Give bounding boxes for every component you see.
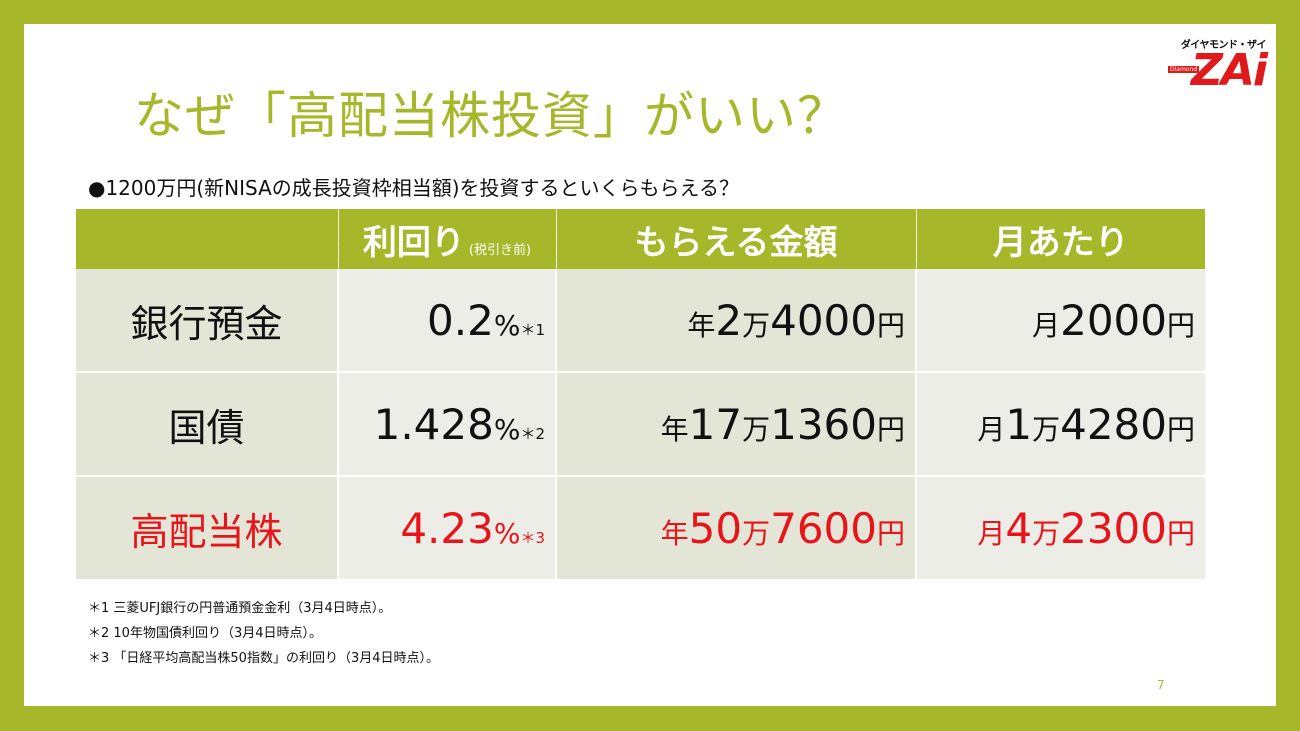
rate-value: 4.23 <box>400 503 494 553</box>
year-man: 万 <box>742 412 771 446</box>
header-monthly: 月あたり <box>915 209 1205 269</box>
footnote: ＊3 「日経平均高配当株50指数」の利回り（3月4日時点）。 <box>88 651 439 666</box>
rate-cell: 0.2%＊1 <box>337 269 556 373</box>
rate-value: 1.428 <box>373 399 494 449</box>
header-rate: 利回り (税引き前) <box>337 209 556 269</box>
header-rate-label: 利回り <box>362 222 465 263</box>
row-label: 国債 <box>76 372 338 477</box>
year-unit: 円 <box>876 308 905 342</box>
rate-unit: % <box>493 412 521 446</box>
logo-word: ZAi <box>1190 45 1268 96</box>
slide: なぜ「高配当株投資」がいい？ ダイヤモンド・ザイ ZAi Diamond ●12… <box>24 24 1276 706</box>
footnote: ＊1 三菱UFJ銀行の円普通預金金利（3月4日時点）。 <box>88 601 392 616</box>
monthly-cell: 月2000円 <box>915 269 1205 373</box>
year-rest: 7600 <box>770 503 877 553</box>
month-value: 1 <box>1005 399 1033 449</box>
month-value: 4 <box>1005 503 1033 553</box>
year-rest: 4000 <box>770 295 877 345</box>
rate-unit: % <box>493 308 521 342</box>
month-unit: 円 <box>1166 516 1195 550</box>
question-text: ●1200万円(新NISAの成長投資枠相当額)を投資するといくらもらえる？ <box>88 176 739 200</box>
slide-title: なぜ「高配当株投資」がいい？ <box>134 87 848 145</box>
yearly-cell: 年2万4000円 <box>555 269 916 373</box>
year-rest: 1360 <box>770 399 877 449</box>
month-prefix: 月 <box>1032 308 1061 342</box>
year-prefix: 年 <box>687 308 716 342</box>
rate-note: ＊3 <box>520 528 545 547</box>
table-row: 国債 1.428%＊2 年17万1360円 月1万4280円 <box>76 372 1205 477</box>
header-rate-note: (税引き前) <box>468 242 532 258</box>
year-man: 万 <box>742 516 771 550</box>
rate-cell: 4.23%＊3 <box>337 476 556 581</box>
monthly-cell: 月1万4280円 <box>915 372 1205 477</box>
rate-note: ＊2 <box>520 424 545 443</box>
rate-cell: 1.428%＊2 <box>337 372 556 477</box>
year-prefix: 年 <box>660 412 689 446</box>
header-row: 利回り (税引き前) もらえる金額 月あたり <box>76 209 1205 269</box>
year-value: 50 <box>688 503 743 553</box>
month-unit: 円 <box>1166 412 1195 446</box>
year-unit: 円 <box>876 412 905 446</box>
rate-value: 0.2 <box>427 295 494 345</box>
rate-unit: % <box>493 516 521 550</box>
row-label: 高配当株 <box>76 476 338 581</box>
logo-kana: ダイヤモンド・ザイ <box>1180 40 1267 51</box>
page-number: 7 <box>1157 678 1165 692</box>
header-empty <box>76 209 338 269</box>
year-unit: 円 <box>876 516 905 550</box>
month-rest: 4280 <box>1060 399 1167 449</box>
yearly-cell: 年50万7600円 <box>555 476 916 581</box>
year-prefix: 年 <box>660 516 689 550</box>
month-unit: 円 <box>1166 308 1195 342</box>
month-man: 万 <box>1032 516 1061 550</box>
row-label: 銀行預金 <box>76 269 338 373</box>
month-prefix: 月 <box>977 516 1006 550</box>
zai-logo: ダイヤモンド・ザイ ZAi Diamond <box>1166 36 1268 96</box>
month-prefix: 月 <box>977 412 1006 446</box>
logo-sub: Diamond <box>1168 66 1200 73</box>
rate-note: ＊1 <box>520 320 545 339</box>
table-row: 銀行預金 0.2%＊1 年2万4000円 月2000円 <box>76 269 1205 373</box>
monthly-cell: 月4万2300円 <box>915 476 1205 581</box>
comparison-table: 利回り (税引き前) もらえる金額 月あたり 銀行預金 0.2%＊1 年2万400… <box>76 209 1205 581</box>
year-value: 2 <box>715 295 743 345</box>
table-row: 高配当株 4.23%＊3 年50万7600円 月4万2300円 <box>76 476 1205 581</box>
yearly-cell: 年17万1360円 <box>555 372 916 477</box>
year-value: 17 <box>688 399 743 449</box>
month-rest: 2300 <box>1060 503 1167 553</box>
year-man: 万 <box>742 308 771 342</box>
month-value: 2000 <box>1060 295 1167 345</box>
footnotes: ＊1 三菱UFJ銀行の円普通預金金利（3月4日時点）。 ＊2 10年物国債利回り… <box>88 596 439 671</box>
footnote: ＊2 10年物国債利回り（3月4日時点）。 <box>88 626 322 641</box>
month-man: 万 <box>1032 412 1061 446</box>
header-yearly: もらえる金額 <box>555 209 916 269</box>
